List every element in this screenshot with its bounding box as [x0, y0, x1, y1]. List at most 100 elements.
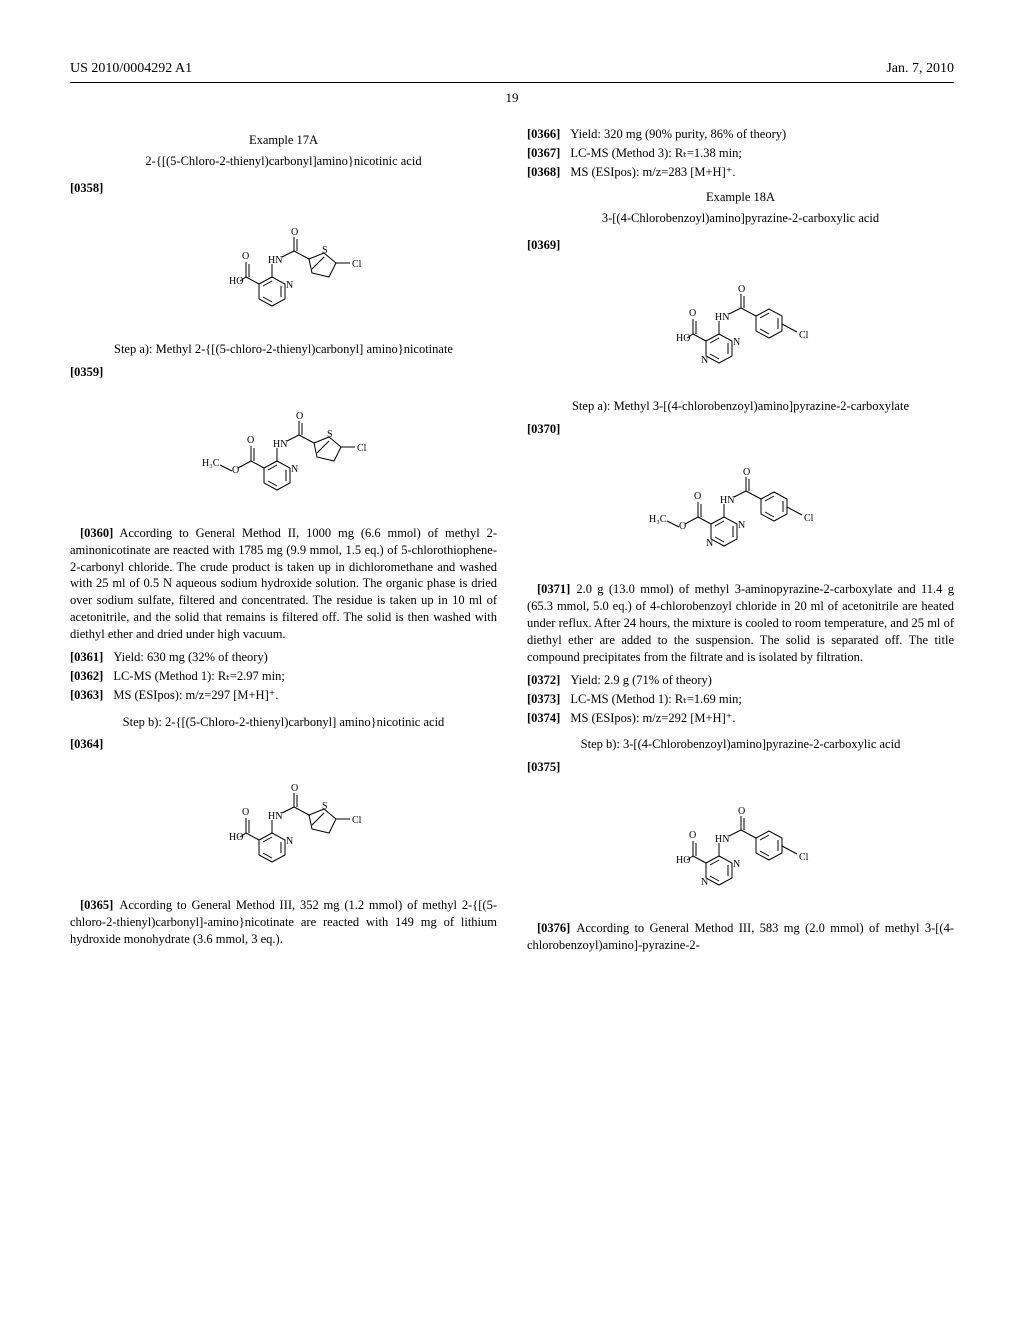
example-label-17a: Example 17A: [70, 132, 497, 149]
para-0358: [0358]: [70, 180, 497, 197]
para-text-0363: MS (ESIpos): m/z=297 [M+H]⁺.: [113, 688, 278, 702]
para-num-0366: [0366]: [527, 126, 560, 143]
para-0376: [0376]According to General Method III, 5…: [527, 920, 954, 954]
para-num-0369: [0369]: [527, 237, 560, 254]
para-0374: [0374] MS (ESIpos): m/z=292 [M+H]⁺.: [527, 710, 954, 727]
svg-text:Cl: Cl: [352, 259, 362, 270]
para-0375: [0375]: [527, 759, 954, 776]
svg-text:O: O: [291, 783, 298, 794]
para-num-0368: [0368]: [527, 164, 560, 181]
svg-text:N: N: [286, 280, 293, 291]
para-0362: [0362] LC-MS (Method 1): Rₜ=2.97 min;: [70, 668, 497, 685]
svg-text:O: O: [689, 308, 696, 319]
svg-text:H₃C: H₃C: [202, 458, 220, 469]
svg-text:O: O: [743, 467, 750, 478]
structure-17a-methyl-ester: N O O H₃C HN O: [70, 393, 497, 513]
para-0370: [0370]: [527, 421, 954, 438]
para-num-0360: [0360]: [80, 525, 113, 542]
para-0368: [0368] MS (ESIpos): m/z=283 [M+H]⁺.: [527, 164, 954, 181]
svg-text:HO: HO: [229, 276, 243, 287]
para-num-0362: [0362]: [70, 668, 103, 685]
para-text-0368: MS (ESIpos): m/z=283 [M+H]⁺.: [570, 165, 735, 179]
structure-17a-acid: N HO O HN O: [70, 209, 497, 329]
svg-text:O: O: [296, 411, 303, 422]
svg-text:O: O: [247, 435, 254, 446]
para-0372: [0372] Yield: 2.9 g (71% of theory): [527, 672, 954, 689]
svg-text:O: O: [694, 491, 701, 502]
svg-text:O: O: [291, 227, 298, 238]
para-num-0359: [0359]: [70, 364, 103, 381]
compound-name-18a: 3-[(4-Chlorobenzoyl)amino]pyrazine-2-car…: [527, 210, 954, 227]
para-num-0370: [0370]: [527, 421, 560, 438]
svg-text:H₃C: H₃C: [649, 514, 667, 525]
para-text-0365: According to General Method III, 352 mg …: [70, 898, 497, 946]
para-text-0376: According to General Method III, 583 mg …: [527, 921, 954, 952]
para-0361: [0361]Yield: 630 mg (32% of theory): [70, 649, 497, 666]
svg-text:N: N: [706, 538, 713, 549]
svg-text:HN: HN: [273, 439, 287, 450]
para-0369: [0369]: [527, 237, 954, 254]
para-text-0366: Yield: 320 mg (90% purity, 86% of theory…: [570, 127, 786, 141]
svg-text:S: S: [322, 801, 328, 812]
compound-name-17a: 2-{[(5-Chloro-2-thienyl)carbonyl]amino}n…: [70, 153, 497, 170]
svg-text:HO: HO: [676, 333, 690, 344]
para-0371: [0371]2.0 g (13.0 mmol) of methyl 3-amin…: [527, 581, 954, 665]
svg-text:Cl: Cl: [357, 443, 367, 454]
svg-text:O: O: [679, 521, 686, 532]
svg-text:O: O: [242, 251, 249, 262]
step-a-title-18a: Step a): Methyl 3-[(4-chlorobenzoyl)amin…: [527, 398, 954, 415]
para-num-0364: [0364]: [70, 736, 103, 753]
svg-text:S: S: [327, 429, 333, 440]
para-num-0372: [0372]: [527, 672, 560, 689]
para-text-0362: LC-MS (Method 1): Rₜ=2.97 min;: [113, 669, 285, 683]
svg-text:Cl: Cl: [352, 815, 362, 826]
para-num-0374: [0374]: [527, 710, 560, 727]
para-num-0373: [0373]: [527, 691, 560, 708]
para-text-0373: LC-MS (Method 1): Rₜ=1.69 min;: [570, 692, 742, 706]
svg-text:O: O: [232, 465, 239, 476]
svg-text:O: O: [738, 806, 745, 817]
svg-text:S: S: [322, 245, 328, 256]
structure-18a-acid: N N HO O HN O: [527, 266, 954, 386]
svg-text:N: N: [286, 836, 293, 847]
svg-text:N: N: [738, 520, 745, 531]
publication-date: Jan. 7, 2010: [886, 60, 954, 79]
svg-text:O: O: [242, 807, 249, 818]
para-text-0372: Yield: 2.9 g (71% of theory): [570, 673, 712, 687]
left-column: Example 17A 2-{[(5-Chloro-2-thienyl)carb…: [70, 124, 497, 960]
svg-text:O: O: [738, 284, 745, 295]
structure-18a-methyl-ester: N N O O H₃C HN O: [527, 449, 954, 569]
svg-text:HN: HN: [268, 811, 282, 822]
para-0364: [0364]: [70, 736, 497, 753]
step-b-title-18a: Step b): 3-[(4-Chlorobenzoyl)amino]pyraz…: [527, 736, 954, 753]
svg-text:N: N: [733, 337, 740, 348]
svg-text:O: O: [689, 830, 696, 841]
para-num-0376: [0376]: [537, 920, 570, 937]
para-0363: [0363] MS (ESIpos): m/z=297 [M+H]⁺.: [70, 687, 497, 704]
para-0373: [0373] LC-MS (Method 1): Rₜ=1.69 min;: [527, 691, 954, 708]
para-0360: [0360]According to General Method II, 10…: [70, 525, 497, 643]
para-text-0374: MS (ESIpos): m/z=292 [M+H]⁺.: [570, 711, 735, 725]
svg-text:N: N: [701, 877, 708, 888]
two-column-layout: Example 17A 2-{[(5-Chloro-2-thienyl)carb…: [70, 124, 954, 960]
publication-number: US 2010/0004292 A1: [70, 60, 192, 79]
svg-text:HN: HN: [715, 834, 729, 845]
para-text-0367: LC-MS (Method 3): Rₜ=1.38 min;: [570, 146, 742, 160]
para-text-0361: Yield: 630 mg (32% of theory): [113, 650, 268, 664]
example-label-18a: Example 18A: [527, 189, 954, 206]
svg-text:Cl: Cl: [804, 513, 814, 524]
step-a-title-17a: Step a): Methyl 2-{[(5-chloro-2-thienyl)…: [70, 341, 497, 358]
para-num-0375: [0375]: [527, 759, 560, 776]
right-column: [0366] Yield: 320 mg (90% purity, 86% of …: [527, 124, 954, 960]
svg-text:Cl: Cl: [799, 330, 809, 341]
para-num-0365: [0365]: [80, 897, 113, 914]
structure-17a-acid-2: N HO O HN O S: [70, 765, 497, 885]
svg-text:N: N: [291, 464, 298, 475]
para-num-0363: [0363]: [70, 687, 103, 704]
svg-text:HO: HO: [229, 832, 243, 843]
svg-text:Cl: Cl: [799, 852, 809, 863]
para-num-0358: [0358]: [70, 180, 103, 197]
para-num-0371: [0371]: [537, 581, 570, 598]
svg-text:HN: HN: [268, 255, 282, 266]
svg-text:HO: HO: [676, 855, 690, 866]
